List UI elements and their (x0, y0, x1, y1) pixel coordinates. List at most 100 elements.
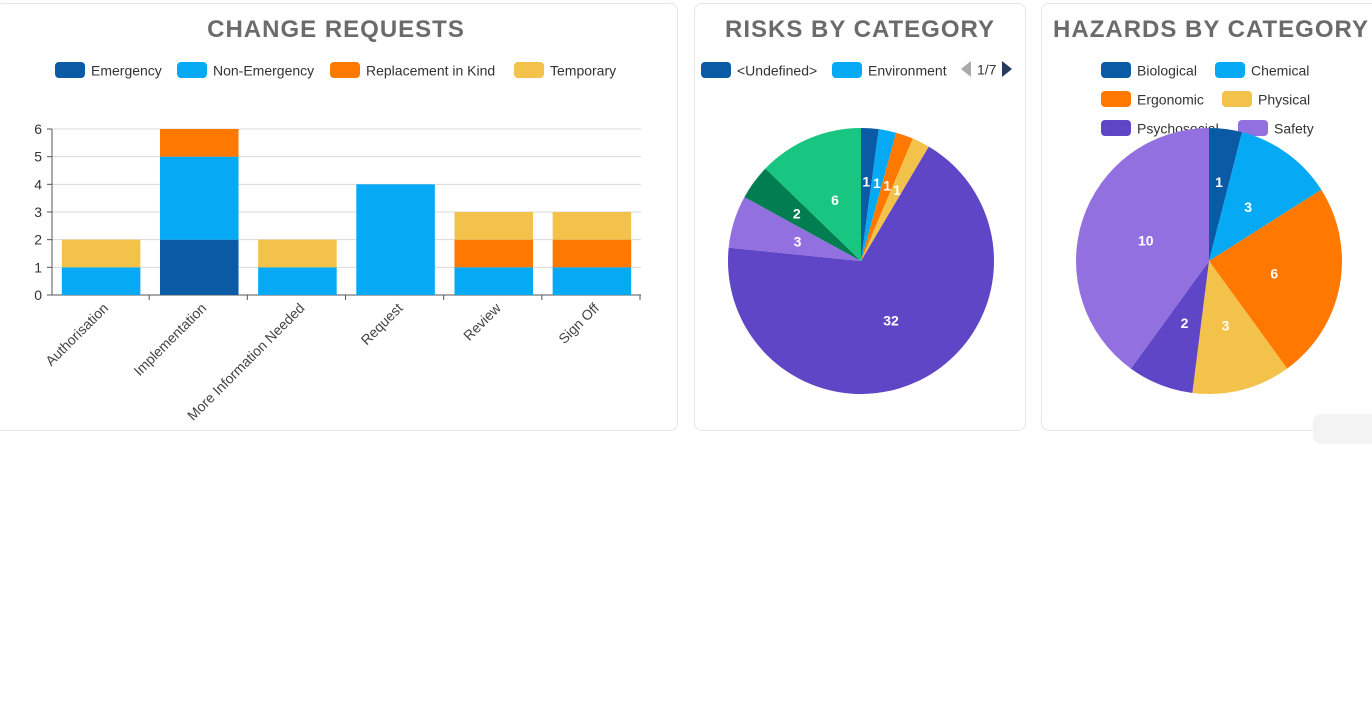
bar-segment (552, 267, 632, 295)
legend-swatch (832, 62, 862, 79)
legend-physical[interactable]: Physical (1222, 90, 1311, 108)
pie-slice (861, 132, 913, 261)
y-tick-label: 6 (34, 121, 42, 137)
legend-swatch (1101, 120, 1131, 137)
x-tick-label: Review (460, 299, 504, 343)
bar-segment (159, 239, 239, 295)
legend-label: Replacement in Kind (366, 62, 496, 79)
legend-label: Physical (1258, 91, 1311, 108)
legend-biological[interactable]: Biological (1101, 61, 1197, 79)
bar-segment (552, 239, 632, 268)
legend-replacement-in-kind[interactable]: Replacement in Kind (330, 61, 496, 79)
pie-slice-label: 3 (794, 233, 802, 249)
pie-slice (1209, 128, 1243, 261)
legend-undefined[interactable]: <Undefined> (701, 61, 818, 79)
bar-segment (356, 184, 435, 295)
pie-slice-label: 32 (883, 312, 899, 328)
x-tick-label: Authorisation (42, 300, 111, 369)
hazards-title: HAZARDS BY CATEGORY (1053, 16, 1369, 43)
x-tick-label: Implementation (130, 300, 209, 379)
bar-segment (454, 212, 534, 240)
legend-safety[interactable]: Safety (1238, 119, 1314, 137)
chevron-right-icon[interactable] (1002, 61, 1013, 78)
pie-slice-label: 2 (1181, 315, 1189, 331)
x-tick-label: Sign Off (555, 300, 602, 347)
legend-label: Non-Emergency (213, 62, 315, 79)
pie-slice (1130, 261, 1209, 393)
legend-swatch (1215, 62, 1245, 79)
pie-slice-label: 10 (1138, 232, 1154, 248)
pie-slice-label: 6 (1270, 265, 1278, 281)
hazards-pie-chart: 1 3 6 3 2 10 (1076, 128, 1342, 394)
legend-environment[interactable]: Environment (832, 61, 947, 79)
legend-emergency[interactable]: Emergency (55, 61, 162, 79)
legend-swatch (1238, 120, 1268, 137)
pie-slice (861, 138, 929, 261)
bar-segment (61, 239, 141, 268)
pie-slice (765, 128, 861, 261)
pie-slice-label: 6 (831, 192, 839, 208)
change-requests-title: CHANGE REQUESTS (207, 16, 465, 43)
y-tick-label: 2 (34, 232, 42, 248)
y-tick-label: 0 (34, 287, 42, 303)
chevron-left-icon[interactable] (961, 61, 971, 78)
risks-card: RISKS BY CATEGORY <Undefined> Environmen… (694, 3, 1026, 431)
y-tick-label: 5 (34, 149, 42, 165)
x-tick-label: Request (358, 300, 406, 348)
y-tick-label: 4 (34, 176, 42, 192)
legend-label: Safety (1274, 120, 1314, 137)
bar-segment (159, 156, 239, 240)
hazards-card: HAZARDS BY CATEGORY Biological Chemical … (1041, 3, 1372, 431)
legend-swatch (177, 62, 207, 79)
legend-swatch (1101, 91, 1131, 108)
pie-slice-label: 1 (862, 173, 870, 189)
pie-slice-label: 1 (1215, 174, 1223, 190)
x-tick-label: More Information Needed (184, 300, 308, 424)
bar-segment (454, 239, 534, 268)
legend-non-emergency[interactable]: Non-Emergency (177, 61, 315, 79)
legend-swatch (514, 62, 544, 79)
legend-label: Temporary (550, 62, 617, 79)
pie-slice (744, 168, 861, 261)
bar-segment (552, 212, 632, 240)
legend-ergonomic[interactable]: Ergonomic (1101, 90, 1204, 108)
legend-label: <Undefined> (737, 62, 818, 79)
legend-label: Environment (868, 62, 947, 79)
risks-title: RISKS BY CATEGORY (725, 16, 995, 43)
pie-slice-label: 1 (873, 175, 881, 191)
pie-slice (1209, 132, 1322, 261)
legend-label: Ergonomic (1137, 91, 1204, 108)
pie-slice-label: 3 (1244, 199, 1252, 215)
legend-label: Biological (1137, 62, 1197, 79)
legend-chemical[interactable]: Chemical (1215, 61, 1310, 79)
pie-slice (1209, 189, 1342, 369)
bar-segment (159, 129, 239, 157)
pie-slice (1076, 128, 1209, 369)
bar-segment (258, 239, 337, 268)
legend-page-indicator: 1/7 (977, 61, 997, 78)
legend-label: Emergency (91, 62, 162, 79)
legend-swatch (1222, 91, 1252, 108)
legend-label: Chemical (1251, 62, 1310, 79)
pie-slice (1192, 261, 1288, 394)
legend-pager: 1/7 (961, 60, 1013, 78)
pie-slice-label: 2 (793, 206, 801, 222)
legend-swatch (55, 62, 85, 79)
pie-slice (861, 128, 879, 261)
legend-temporary[interactable]: Temporary (514, 61, 617, 79)
pie-slice (861, 129, 897, 261)
bar-segment (454, 267, 534, 295)
pie-slice-label: 3 (1222, 317, 1230, 333)
legend-swatch (701, 62, 731, 79)
pie-slice-label: 1 (883, 178, 891, 194)
legend-swatch (1101, 62, 1131, 79)
scroll-tab[interactable] (1313, 414, 1372, 444)
y-tick-label: 3 (34, 204, 42, 220)
y-tick-label: 1 (34, 259, 42, 275)
bar-segment (258, 267, 337, 295)
pie-slice (728, 146, 995, 395)
pie-slice-label: 1 (893, 182, 901, 198)
pie-slice (728, 197, 861, 261)
